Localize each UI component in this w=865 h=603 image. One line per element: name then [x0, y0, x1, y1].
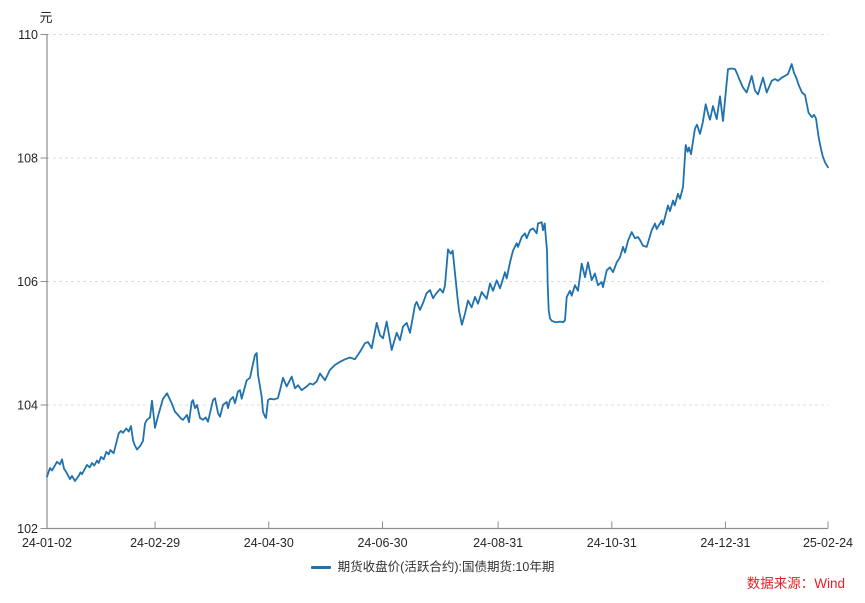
x-tick-label: 24-06-30 [357, 536, 407, 550]
x-tick-label: 24-10-31 [587, 536, 637, 550]
y-axis-unit-label: 元 [39, 10, 53, 25]
x-tick-label: 24-12-31 [700, 536, 750, 550]
x-tick-label: 24-04-30 [244, 536, 294, 550]
legend-line-icon [310, 565, 331, 569]
x-tick-label: 24-01-02 [22, 536, 72, 550]
x-tick-label: 25-02-24 [803, 536, 853, 550]
y-tick-label: 104 [17, 399, 38, 413]
x-tick-label: 24-02-29 [130, 536, 180, 550]
legend-series-label: 期货收盘价(活跃合约):国债期货:10年期 [337, 560, 555, 574]
y-tick-label: 108 [17, 152, 38, 166]
y-tick-label: 106 [17, 275, 38, 289]
price-line [46, 63, 829, 482]
data-source-note: 数据来源：Wind [746, 576, 845, 591]
y-tick-label: 102 [17, 522, 38, 536]
y-tick-label: 110 [18, 28, 38, 42]
legend: 期货收盘价(活跃合约):国债期货:10年期 [0, 559, 865, 575]
x-tick-label: 24-08-31 [473, 536, 523, 550]
